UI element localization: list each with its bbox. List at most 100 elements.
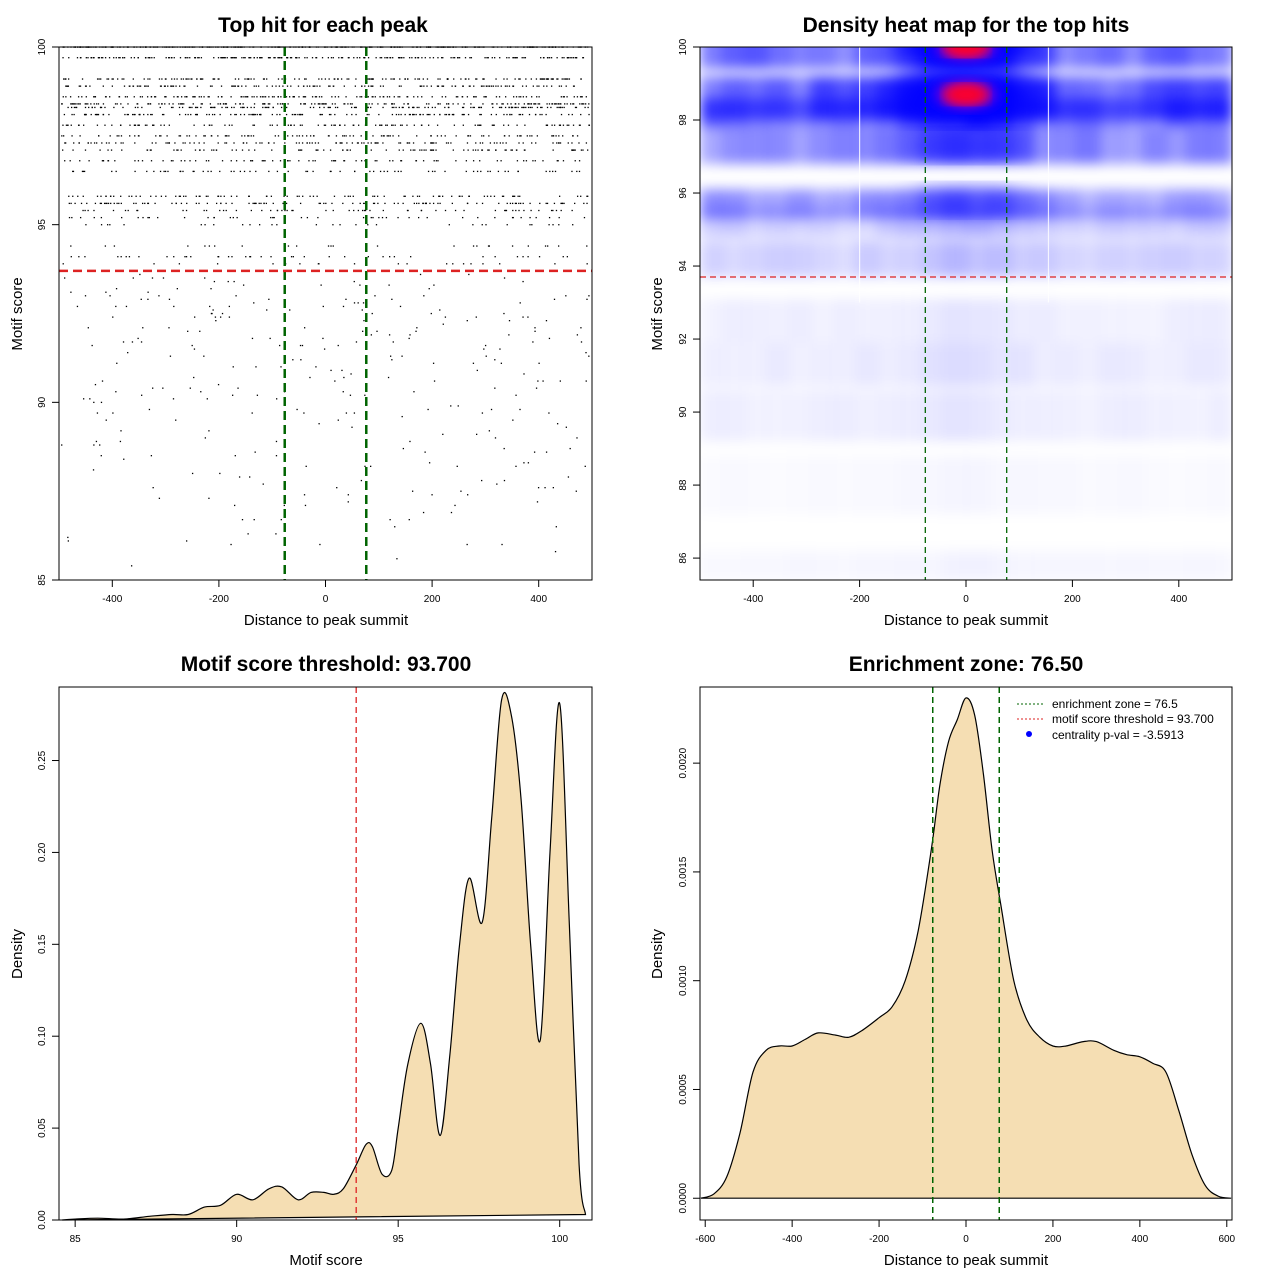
heat-cell bbox=[722, 47, 746, 69]
data-point bbox=[217, 256, 219, 258]
data-point bbox=[280, 518, 282, 521]
data-point bbox=[561, 106, 563, 109]
heat-cell bbox=[877, 298, 901, 343]
data-point bbox=[569, 57, 571, 59]
data-point bbox=[342, 135, 344, 137]
data-point bbox=[400, 85, 402, 87]
data-point bbox=[219, 472, 221, 475]
data-point bbox=[189, 142, 191, 144]
data-point bbox=[582, 149, 584, 151]
data-point bbox=[148, 216, 150, 219]
data-point bbox=[575, 106, 578, 109]
data-point bbox=[306, 142, 308, 144]
data-point bbox=[551, 103, 553, 105]
heat-cell bbox=[855, 98, 879, 128]
data-point bbox=[518, 78, 520, 80]
data-point bbox=[433, 160, 435, 162]
data-point bbox=[296, 195, 298, 197]
data-point bbox=[554, 170, 557, 173]
data-point bbox=[451, 85, 453, 87]
data-point bbox=[319, 113, 321, 116]
data-point bbox=[235, 295, 237, 297]
data-point bbox=[213, 106, 216, 109]
data-point bbox=[439, 195, 441, 197]
data-point bbox=[193, 142, 195, 144]
data-point bbox=[570, 103, 572, 105]
data-point bbox=[300, 149, 303, 151]
data-point bbox=[239, 170, 241, 173]
data-point bbox=[141, 106, 143, 109]
data-point bbox=[433, 113, 435, 116]
data-point bbox=[345, 135, 347, 137]
data-point bbox=[260, 202, 262, 205]
data-point bbox=[451, 113, 454, 116]
data-point bbox=[278, 57, 280, 59]
data-point bbox=[137, 57, 139, 59]
data-point bbox=[306, 57, 308, 59]
data-point bbox=[433, 380, 436, 382]
data-point bbox=[550, 57, 553, 59]
data-point bbox=[261, 142, 263, 144]
data-point bbox=[260, 57, 262, 59]
data-point bbox=[255, 170, 257, 173]
data-point bbox=[143, 113, 145, 116]
data-point bbox=[101, 380, 104, 382]
data-point bbox=[344, 124, 346, 126]
data-point bbox=[123, 57, 126, 59]
heat-cell bbox=[1076, 240, 1100, 277]
heat-cell bbox=[1165, 207, 1189, 237]
data-point bbox=[68, 216, 71, 219]
data-point bbox=[199, 330, 201, 332]
data-point bbox=[301, 113, 304, 116]
data-point bbox=[563, 96, 566, 98]
heat-cell bbox=[766, 127, 790, 164]
data-point bbox=[144, 85, 146, 87]
x-axis-label: Distance to peak summit bbox=[884, 1252, 1049, 1269]
data-point bbox=[303, 96, 306, 98]
heat-cell bbox=[921, 207, 945, 237]
data-point bbox=[151, 113, 153, 116]
data-point bbox=[511, 106, 514, 109]
y-tick-label: 94 bbox=[678, 260, 689, 272]
data-point bbox=[127, 209, 129, 212]
data-point bbox=[305, 465, 307, 467]
data-point bbox=[374, 295, 376, 297]
data-point bbox=[543, 85, 545, 87]
data-point bbox=[367, 78, 369, 80]
data-point bbox=[301, 124, 303, 126]
data-point bbox=[82, 195, 84, 197]
data-point bbox=[432, 362, 435, 364]
data-point bbox=[575, 490, 577, 492]
data-point bbox=[230, 113, 232, 116]
data-point bbox=[529, 216, 531, 219]
data-point bbox=[497, 85, 499, 87]
data-point bbox=[548, 337, 551, 340]
data-point bbox=[551, 135, 553, 137]
heat-cell bbox=[1121, 127, 1145, 164]
data-point bbox=[93, 57, 95, 59]
data-point bbox=[494, 256, 496, 258]
data-point bbox=[479, 124, 481, 126]
data-point bbox=[123, 85, 126, 87]
data-point bbox=[399, 142, 402, 144]
data-point bbox=[138, 85, 140, 87]
data-point bbox=[168, 142, 171, 144]
data-point bbox=[305, 78, 307, 80]
data-point bbox=[122, 57, 124, 59]
data-point bbox=[409, 334, 411, 336]
data-point bbox=[408, 113, 411, 116]
heatmap-hotspots bbox=[891, 47, 1041, 215]
data-point bbox=[496, 142, 498, 144]
data-point bbox=[116, 135, 118, 137]
data-point bbox=[317, 142, 320, 144]
heat-cell bbox=[1187, 127, 1211, 164]
data-point bbox=[347, 501, 349, 503]
data-point bbox=[328, 256, 330, 258]
data-point bbox=[458, 195, 460, 197]
data-point bbox=[556, 423, 559, 425]
data-point bbox=[269, 103, 271, 105]
data-point bbox=[223, 57, 226, 59]
data-point bbox=[529, 202, 531, 205]
data-point bbox=[314, 142, 317, 144]
data-point bbox=[542, 380, 544, 382]
